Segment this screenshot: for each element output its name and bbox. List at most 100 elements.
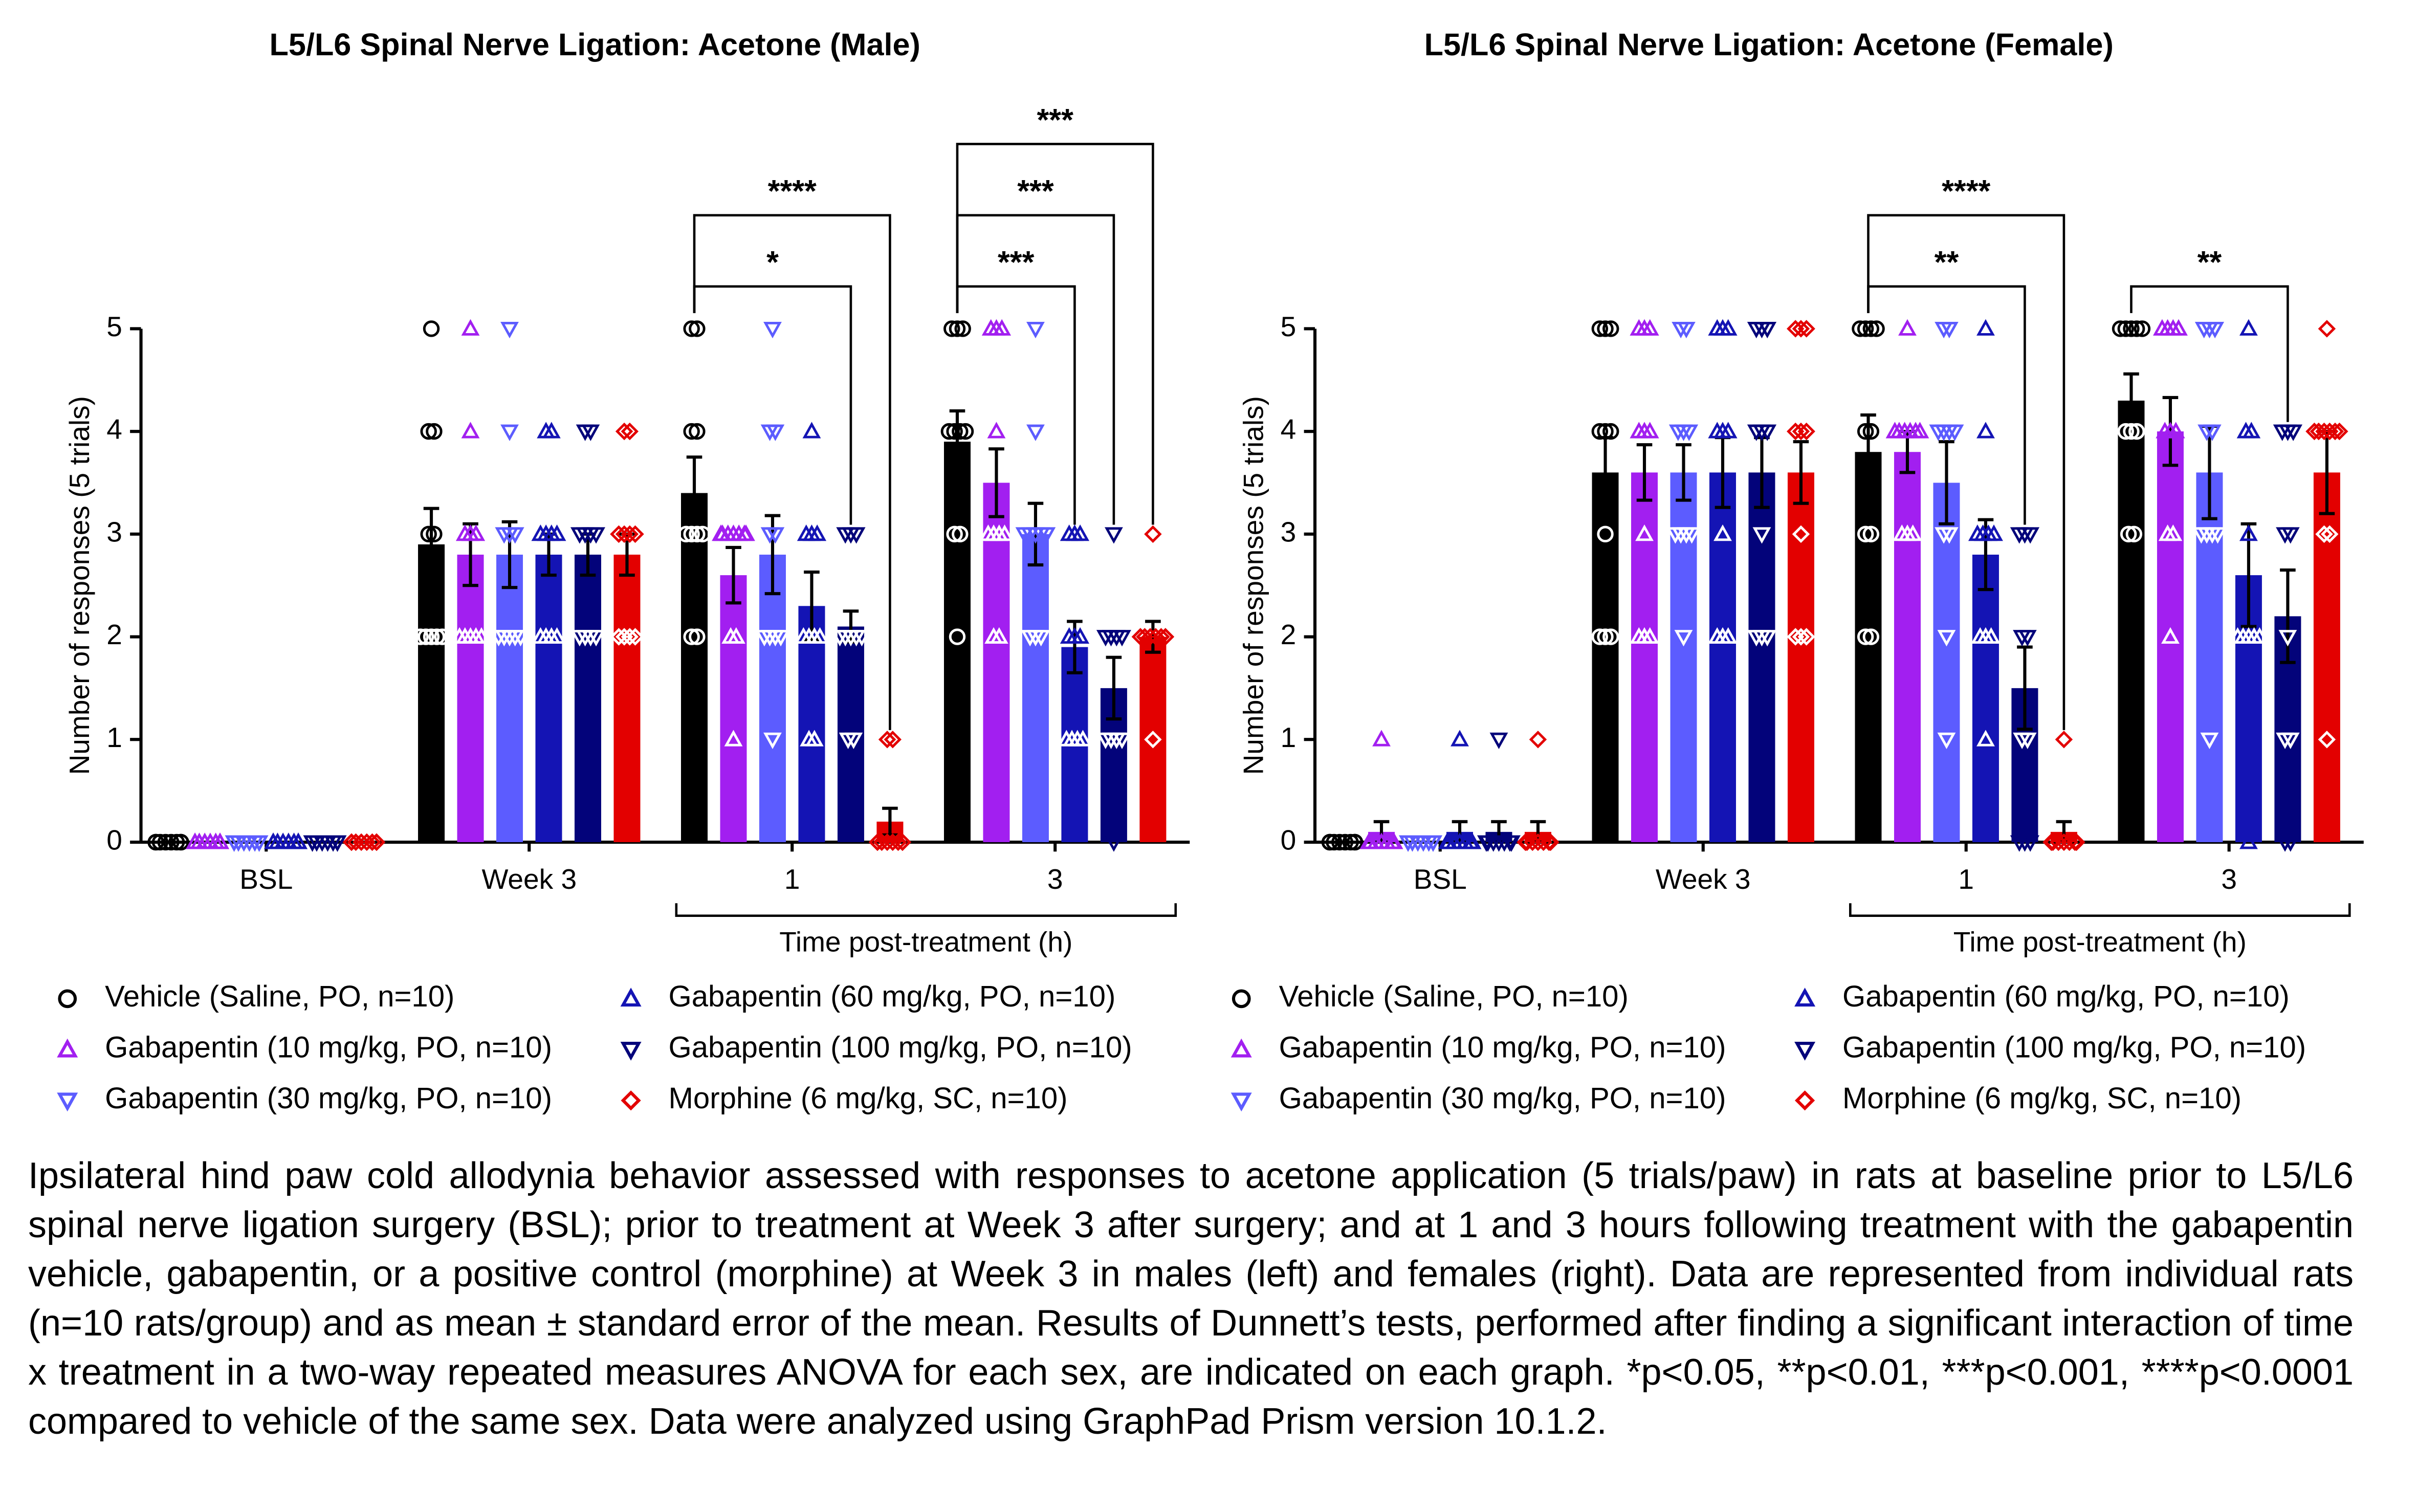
data-point <box>1152 628 1170 646</box>
data-point <box>1385 832 1403 849</box>
data-point <box>2206 321 2225 339</box>
data-point <box>940 423 958 440</box>
significance-bracket <box>1867 214 2066 730</box>
bar <box>496 554 523 842</box>
data-point <box>772 630 790 647</box>
bar <box>1592 472 1619 842</box>
data-point <box>2134 320 2151 337</box>
data-point <box>1982 627 2001 644</box>
data-point <box>2242 422 2261 439</box>
data-point <box>952 525 969 543</box>
bar <box>2157 431 2184 842</box>
group-label: Time post-treatment (h) <box>1953 926 2247 957</box>
data-point <box>1602 320 1619 337</box>
data-point <box>2318 320 2336 338</box>
data-point <box>683 628 700 645</box>
data-point <box>1862 320 1880 337</box>
data-point <box>1597 423 1614 440</box>
data-point <box>2128 423 2145 440</box>
data-point <box>423 320 440 337</box>
legend-marker <box>621 1090 641 1111</box>
legend-marker <box>1794 988 1816 1007</box>
x-tick-label: Week 3 <box>481 863 577 895</box>
error-bar <box>1939 440 1954 525</box>
figure: L5/L6 Spinal Nerve Ligation: Acetone (Ma… <box>57 27 2364 1115</box>
data-point <box>2021 527 2040 544</box>
bar <box>1748 472 1775 842</box>
data-point <box>1862 525 1880 543</box>
data-point <box>250 835 269 852</box>
data-point <box>1797 422 1815 441</box>
data-point <box>500 424 519 441</box>
data-point <box>1682 527 1701 544</box>
data-point <box>1502 835 1521 852</box>
data-point <box>1326 834 1343 851</box>
bar <box>983 483 1010 842</box>
data-point <box>1026 424 1045 441</box>
data-point <box>1940 527 1959 544</box>
legend-marker <box>57 1092 78 1112</box>
error-bar <box>1106 655 1122 721</box>
x-tick-label: 1 <box>784 863 800 895</box>
data-point <box>2125 525 2143 543</box>
data-point <box>2021 835 2040 852</box>
data-point <box>1451 730 1469 747</box>
legend-label: Gabapentin (60 mg/kg, PO, n=10) <box>1842 980 2290 1013</box>
data-point <box>677 525 695 543</box>
bar <box>457 554 484 842</box>
data-point <box>683 423 700 440</box>
data-point <box>420 525 437 543</box>
data-point <box>426 525 443 543</box>
data-point <box>1976 730 1995 747</box>
data-point <box>893 833 912 851</box>
data-point <box>511 630 530 647</box>
group-bracket <box>1849 903 2351 917</box>
data-point <box>1677 321 1696 339</box>
data-point <box>2281 732 2300 750</box>
data-point <box>1071 627 1090 644</box>
data-point <box>737 524 755 541</box>
bar <box>1972 554 1999 842</box>
data-point <box>1792 628 1810 646</box>
data-point <box>418 628 434 645</box>
data-point <box>420 423 437 440</box>
significance-label: **** <box>1942 173 1990 208</box>
data-point <box>1758 424 1777 441</box>
data-point <box>683 525 700 543</box>
data-point <box>367 833 386 851</box>
data-point <box>2166 422 2185 439</box>
data-point <box>2326 422 2344 441</box>
data-point <box>852 630 871 647</box>
error-bar <box>2162 396 2179 467</box>
bar <box>2118 400 2145 842</box>
data-point <box>1857 525 1874 543</box>
data-point <box>949 320 966 337</box>
data-point <box>1719 627 1738 644</box>
data-point <box>1857 628 1874 645</box>
error-bar <box>423 507 440 582</box>
significance-label: * <box>766 245 779 279</box>
data-point <box>1862 628 1880 645</box>
data-point <box>847 527 866 544</box>
data-point <box>2128 320 2145 337</box>
data-point <box>2315 525 2333 543</box>
significance-label: *** <box>1037 102 1073 137</box>
data-point <box>2117 423 2134 440</box>
bar <box>759 554 786 842</box>
data-point <box>802 422 821 439</box>
data-point <box>615 422 633 441</box>
y-tick-label: 3 <box>106 516 122 547</box>
data-point <box>289 832 307 849</box>
data-point <box>1602 423 1619 440</box>
data-point <box>426 423 443 440</box>
legend-marker <box>57 1038 78 1058</box>
data-point <box>889 833 907 851</box>
data-point <box>1463 832 1482 849</box>
group-bracket <box>675 903 1177 917</box>
data-point <box>151 834 169 851</box>
bar <box>574 554 601 842</box>
x-tick-label: Week 3 <box>1656 863 1751 895</box>
data-point <box>1857 423 1874 440</box>
data-point <box>2018 732 2037 750</box>
data-point <box>1640 319 1659 336</box>
